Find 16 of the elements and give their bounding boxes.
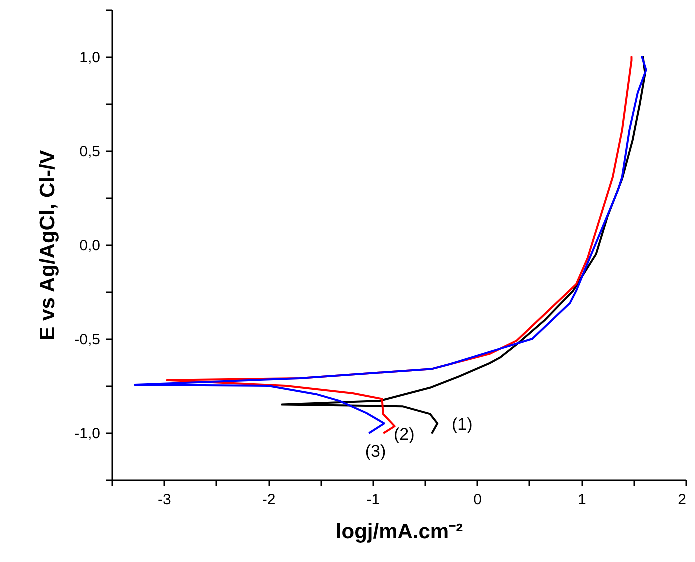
y-tick-label: 1,0 xyxy=(80,50,100,66)
y-tick-label: 0,5 xyxy=(80,144,100,160)
x-tick-label: -3 xyxy=(158,492,172,508)
y-tick-label: -1,0 xyxy=(74,426,100,442)
x-tick-label: -1 xyxy=(366,492,380,508)
y-tick-label: 0,0 xyxy=(80,238,100,254)
x-tick-label: 0 xyxy=(474,492,482,508)
y-tick-label: -0,5 xyxy=(74,332,100,348)
series-label: (1) xyxy=(452,415,473,434)
x-tick-label: -2 xyxy=(262,492,276,508)
x-tick-label: 2 xyxy=(678,492,686,508)
x-tick-label: 1 xyxy=(578,492,586,508)
series-label: (2) xyxy=(394,425,415,444)
series-label: (3) xyxy=(365,442,386,461)
y-axis-title: E vs Ag/AgCl, Cl-/V xyxy=(36,150,60,341)
x-axis-title: logj/mA.cm⁻² xyxy=(336,520,464,544)
